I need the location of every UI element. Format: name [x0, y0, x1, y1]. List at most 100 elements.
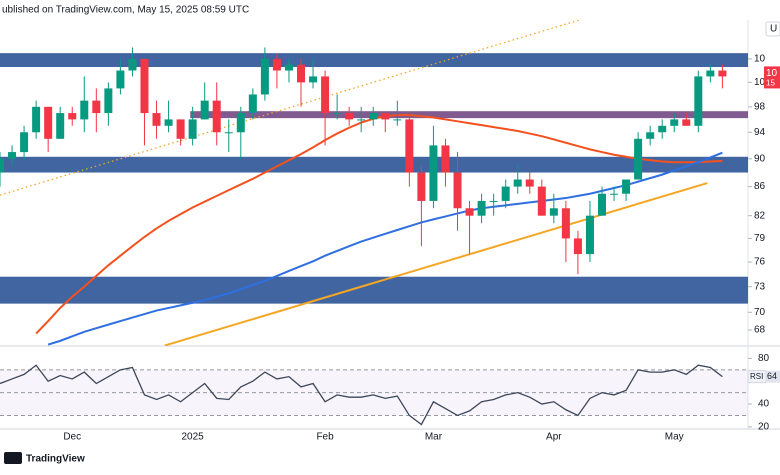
candle-body: [670, 119, 679, 126]
price-label: 10: [766, 68, 778, 79]
candle-body: [321, 76, 330, 114]
rsi-tick-label: 80: [758, 353, 770, 364]
y-tick-label: 70: [754, 307, 766, 318]
candle-body: [634, 138, 643, 180]
candle-body: [441, 145, 450, 173]
candle-body: [718, 70, 727, 77]
x-tick-label: Mar: [425, 432, 443, 443]
candle-body: [658, 125, 667, 133]
candle-body: [80, 100, 89, 120]
candle-body: [68, 113, 77, 120]
candle-body: [477, 200, 486, 216]
candle-body: [489, 200, 498, 202]
y-tick-label: 86: [754, 181, 766, 192]
rsi-tick-label: 40: [758, 399, 770, 410]
candle-body: [248, 94, 257, 114]
moving-average: [35, 113, 723, 335]
watermark: TradingView: [26, 454, 85, 465]
trendline: [164, 182, 708, 346]
candle-body: [429, 145, 438, 201]
rsi-value-box: [766, 370, 780, 383]
candle-body: [92, 100, 101, 114]
price-pane: [0, 20, 748, 346]
rsi-name: RSI: [750, 372, 763, 381]
candle-body: [0, 158, 4, 173]
y-tick-label: 73: [754, 281, 766, 292]
rsi-line: [0, 364, 723, 426]
candle-body: [357, 119, 366, 121]
y-tick-label: 94: [754, 127, 766, 138]
header-bar: [0, 0, 780, 20]
candle-body: [501, 186, 510, 201]
candle-body: [333, 113, 342, 115]
candle-body: [345, 113, 354, 120]
currency-box: [765, 21, 780, 37]
y-tick-label: 82: [754, 210, 766, 221]
candle-body: [188, 119, 197, 139]
header-text: ublished on TradingView.com, May 15, 202…: [2, 5, 249, 16]
x-tick-label: Feb: [316, 432, 334, 443]
candle-body: [453, 172, 462, 209]
candle-body: [140, 58, 149, 114]
candle-body: [610, 193, 619, 195]
candle-body: [381, 113, 390, 120]
candle-body: [646, 132, 655, 139]
candle-body: [706, 70, 715, 77]
candle-body: [369, 113, 378, 120]
candle-body: [622, 179, 631, 194]
candle-body: [682, 119, 691, 126]
candle-body: [200, 100, 209, 120]
x-tick-label: May: [665, 432, 684, 443]
trendline: [0, 20, 582, 196]
zone: [0, 156, 748, 173]
candle-body: [164, 119, 173, 126]
candle-body: [465, 208, 474, 216]
candle-body: [417, 172, 426, 201]
candle-body: [212, 100, 221, 133]
countdown: 15: [766, 79, 775, 88]
candle-body: [537, 186, 546, 216]
candle-body: [32, 106, 41, 133]
candle-body: [513, 179, 522, 187]
y-tick-label: 79: [754, 233, 766, 244]
candle-body: [393, 119, 402, 121]
candle-body: [116, 70, 125, 89]
zone: [0, 276, 748, 304]
watermark-logo: [4, 452, 22, 464]
x-tick-label: Apr: [546, 432, 562, 443]
zone: [0, 53, 748, 68]
candle-body: [561, 208, 570, 239]
candle-body: [549, 208, 558, 216]
candle-body: [585, 215, 594, 255]
candle-body: [56, 113, 65, 139]
rsi-value: 64: [767, 371, 777, 381]
candle-body: [405, 119, 414, 173]
candle-body: [284, 64, 293, 71]
candle-body: [8, 152, 17, 159]
price-label-box: [764, 66, 780, 89]
candle-body: [260, 58, 269, 95]
moving-average: [47, 151, 723, 346]
y-tick-label: 98: [754, 101, 766, 112]
candle-body: [272, 58, 281, 71]
x-tick-label: Dec: [63, 432, 81, 443]
y-tick-label: 90: [754, 153, 766, 164]
candle-body: [297, 64, 305, 83]
y-tick-label: 10: [754, 77, 766, 88]
x-tick-label: 2025: [182, 432, 205, 443]
candle-body: [573, 238, 582, 255]
rsi-tick-label: 20: [758, 421, 770, 432]
candle-body: [152, 113, 161, 126]
y-tick-label: 10: [754, 54, 766, 65]
candle-body: [236, 113, 245, 133]
candle-body: [694, 76, 703, 126]
zone: [190, 111, 748, 119]
candle-body: [44, 106, 53, 139]
rsi-pane: [0, 364, 748, 426]
candle-body: [309, 76, 318, 83]
y-tick-label: 76: [754, 257, 766, 268]
y-tick-label: 68: [754, 325, 766, 336]
candle-body: [598, 193, 606, 216]
